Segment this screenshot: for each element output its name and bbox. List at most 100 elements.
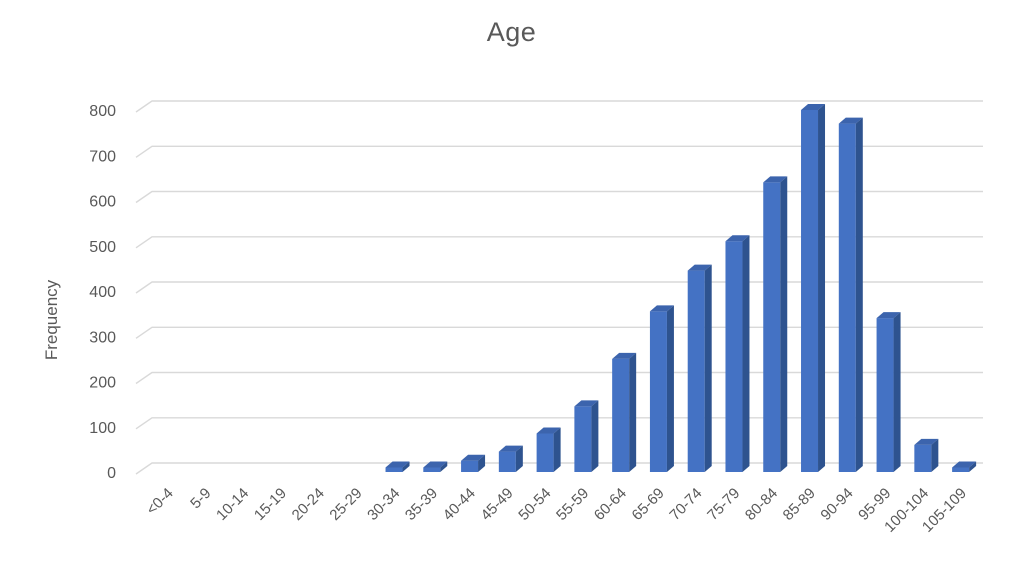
bar-side-face	[893, 312, 901, 472]
bar-front-face	[838, 123, 856, 472]
bar-side-face	[515, 445, 523, 472]
y-tick-label: 500	[89, 239, 116, 256]
bar-100-104[interactable]	[914, 438, 939, 472]
bar-top-face	[876, 312, 901, 319]
x-tick-label: 80-84	[742, 485, 781, 524]
bar-front-face	[612, 358, 630, 472]
bar-side-face	[931, 438, 939, 472]
bar-side-face	[478, 454, 486, 472]
y-tick-label: 400	[89, 284, 116, 301]
y-tick-label: 100	[89, 420, 116, 437]
bar-top-face	[536, 427, 561, 434]
x-tick-label: 75-79	[704, 485, 743, 524]
bar-30-34[interactable]	[385, 461, 410, 473]
bar-75-79[interactable]	[725, 235, 750, 472]
y-axis-title: Frequency	[42, 279, 61, 361]
bar-35-39[interactable]	[423, 461, 448, 473]
x-tick-label: 90-94	[817, 485, 856, 524]
bar-50-54[interactable]	[536, 427, 561, 473]
x-tick-label: 70-74	[666, 485, 705, 524]
x-tick-label: 10-14	[213, 485, 252, 524]
bar-front-face	[801, 110, 819, 472]
x-tick-label: 50-54	[515, 485, 554, 524]
bar-top-face	[461, 454, 486, 461]
bar-side-face	[780, 176, 788, 472]
bar-front-face	[876, 318, 894, 472]
bar-side-face	[440, 461, 448, 472]
bar-top-face	[914, 438, 939, 445]
x-tick-label: <0-4	[143, 485, 177, 519]
x-tick-label: 5-9	[187, 485, 214, 512]
bar-80-84[interactable]	[763, 176, 788, 472]
bar-top-face	[612, 352, 637, 359]
bars-series-frequency	[385, 104, 977, 473]
bar-side-face	[969, 461, 977, 472]
bar-55-59[interactable]	[574, 400, 599, 472]
bar-side-face	[553, 427, 561, 472]
bar-front-face	[649, 311, 667, 472]
gridline	[135, 100, 983, 113]
gridline	[135, 236, 983, 249]
bar-front-face	[763, 182, 781, 472]
gridline	[135, 145, 983, 158]
x-tick-label: 60-64	[591, 485, 630, 524]
bar-front-face	[914, 444, 932, 472]
y-tick-label: 300	[89, 329, 116, 346]
x-tick-label: 55-59	[553, 485, 592, 524]
bar-front-face	[574, 406, 592, 472]
x-tick-label: 65-69	[629, 485, 668, 524]
bar-top-face	[801, 104, 826, 110]
y-tick-label: 0	[107, 465, 116, 482]
bar-105-109[interactable]	[952, 461, 977, 473]
bar-front-face	[385, 467, 403, 472]
bar-top-face	[649, 305, 674, 312]
y-tick-label: 800	[89, 103, 116, 120]
x-axis-tick-labels: <0-4 5-910-1415-1920-2425-2930-3435-3940-…	[143, 485, 970, 536]
bar-60-64[interactable]	[612, 352, 637, 472]
bar-top-face	[423, 461, 448, 468]
x-tick-label: 40-44	[440, 485, 479, 524]
bar-65-69[interactable]	[649, 305, 674, 472]
bar-side-face	[591, 400, 599, 472]
x-tick-label: 35-39	[402, 485, 441, 524]
bar-90-94[interactable]	[838, 117, 863, 472]
bar-40-44[interactable]	[461, 454, 486, 472]
bar-front-face	[687, 270, 705, 472]
bar-side-face	[742, 235, 750, 472]
bar-45-49[interactable]	[498, 445, 523, 472]
y-tick-label: 200	[89, 375, 116, 392]
bar-95-99[interactable]	[876, 312, 901, 472]
bar-top-face	[763, 176, 788, 183]
bar-front-face	[952, 467, 970, 472]
y-axis-tick-labels: 0 100 200 300 400 500 600 700 800	[89, 103, 116, 482]
x-tick-label: 45-49	[478, 485, 517, 524]
bar-side-face	[818, 104, 826, 472]
bar-top-face	[838, 117, 863, 124]
x-tick-label: 25-29	[326, 485, 365, 524]
bar-70-74[interactable]	[687, 264, 712, 472]
bar-front-face	[498, 451, 516, 472]
x-tick-label: 15-19	[251, 485, 290, 524]
x-tick-label: 20-24	[289, 485, 328, 524]
y-tick-label: 600	[89, 194, 116, 211]
x-tick-label: 30-34	[364, 485, 403, 524]
bar-front-face	[423, 467, 441, 472]
y-tick-label: 700	[89, 148, 116, 165]
bar-front-face	[536, 433, 554, 472]
bar-side-face	[666, 305, 674, 472]
bar-top-face	[952, 461, 977, 468]
gridlines	[135, 100, 983, 475]
bar-side-face	[704, 264, 712, 472]
bar-front-face	[461, 460, 479, 472]
bar-side-face	[629, 352, 637, 472]
bar-top-face	[687, 264, 712, 271]
chart-title: Age	[486, 17, 537, 47]
bar-top-face	[498, 445, 523, 452]
bar-side-face	[855, 117, 863, 472]
x-tick-label: 85-89	[780, 485, 819, 524]
bar-top-face	[725, 235, 750, 242]
bar-85-89[interactable]	[801, 104, 826, 472]
bar-front-face	[725, 241, 743, 472]
